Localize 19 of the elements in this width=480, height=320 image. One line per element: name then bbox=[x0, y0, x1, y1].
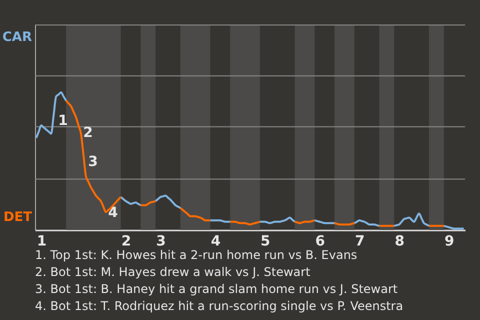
x-tick-label: 8 bbox=[394, 234, 405, 250]
text: 2. Bot 1st: M. Hayes drew a walk vs J. Stewart bbox=[35, 265, 311, 279]
x-tick-label: 6 bbox=[315, 234, 325, 250]
text: 3. Bot 1st: B. Haney hit a grand slam home run vs J. Stewart bbox=[35, 282, 398, 296]
text: DET bbox=[3, 210, 32, 225]
x-tick-label: 2 bbox=[121, 234, 132, 250]
x-tick-label: 5 bbox=[260, 234, 270, 250]
x-tick-label: 7 bbox=[354, 234, 365, 250]
x-tick-label: 9 bbox=[444, 234, 454, 250]
annotation: 3 bbox=[88, 154, 98, 170]
x-tick-label: 3 bbox=[156, 234, 166, 250]
text: CAR bbox=[2, 30, 32, 45]
x-tick-label: 4 bbox=[210, 234, 221, 250]
text: 4. Bot 1st: T. Rodriquez hit a run-scoring single vs P. Veenstra bbox=[35, 299, 404, 313]
annotation: 2 bbox=[83, 125, 93, 141]
x-tick-label: 1 bbox=[36, 234, 47, 250]
text: 1. Top 1st: K. Howes hit a 2-run home run vs B. Evans bbox=[35, 248, 358, 262]
annotation: 1 bbox=[58, 113, 68, 129]
annotation: 4 bbox=[108, 205, 118, 221]
